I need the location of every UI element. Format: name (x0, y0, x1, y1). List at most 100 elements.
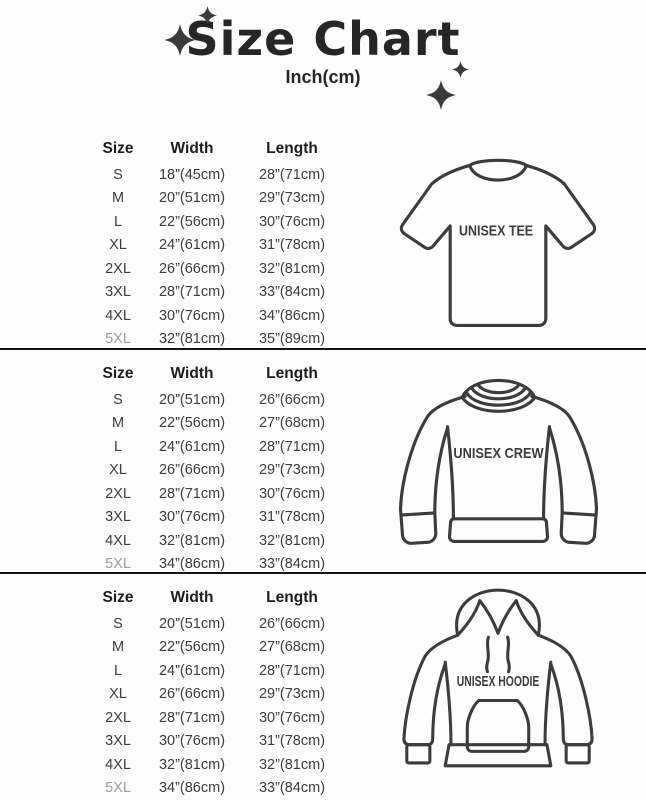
table-row: L 24”(61cm) 28”(71cm) (93, 659, 350, 683)
table-row: 3XL 30”(76cm) 31”(78cm) (93, 506, 350, 530)
section-unisex-hoodie: Size Width Length S 20”(51cm) 26”(66cm) … (0, 572, 646, 800)
table-row: 2XL 28”(71cm) 30”(76cm) (93, 482, 350, 506)
column-header-width: Width (170, 140, 214, 157)
size-cell: S (113, 166, 123, 183)
header: Size Chart Inch(cm) (0, 0, 646, 125)
table-row: 3XL 30”(76cm) 31”(78cm) (93, 730, 350, 754)
page-title: Size Chart (185, 12, 461, 66)
table-row: S 18”(45cm) 28”(71cm) (93, 163, 350, 187)
hoodie-drawing: UNISEX HOODIE (402, 588, 594, 768)
table-header-row: Size Width Length (93, 361, 350, 387)
width-cell: 26”(66cm) (158, 462, 226, 479)
size-cell: 5XL (105, 556, 131, 573)
table-row: 5XL 34”(86cm) 33”(84cm) (93, 777, 350, 800)
size-table-crew: Size Width Length S 20”(51cm) 26”(66cm) … (0, 350, 350, 572)
length-cell: 28”(71cm) (258, 662, 326, 679)
table-row: S 20”(51cm) 26”(66cm) (93, 612, 350, 636)
garment-label: UNISEX TEE (459, 223, 533, 240)
length-cell: 31”(78cm) (258, 509, 326, 526)
size-cell: 5XL (105, 780, 131, 797)
garment-label: UNISEX CREW (453, 445, 544, 462)
size-cell: XL (109, 686, 127, 703)
width-cell: 26”(66cm) (158, 686, 226, 703)
width-cell: 30”(76cm) (158, 307, 226, 324)
size-cell: 4XL (105, 307, 131, 324)
table-row: 5XL 32”(81cm) 35”(89cm) (93, 328, 350, 352)
size-cell: 2XL (105, 260, 131, 277)
width-cell: 28”(71cm) (158, 709, 226, 726)
unisex-crew-illustration: UNISEX CREW (350, 350, 646, 572)
table-row: L 24”(61cm) 28”(71cm) (93, 435, 350, 459)
table-row: M 20”(51cm) 29”(73cm) (93, 187, 350, 211)
table-row: 4XL 30”(76cm) 34”(86cm) (93, 304, 350, 328)
table-row: M 22”(56cm) 27”(68cm) (93, 636, 350, 660)
tee-drawing: UNISEX TEE (399, 158, 597, 327)
section-unisex-tee: Size Width Length S 18”(45cm) 28”(71cm) … (0, 125, 646, 348)
table-row: S 20”(51cm) 26”(66cm) (93, 388, 350, 412)
table-row: 2XL 28”(71cm) 30”(76cm) (93, 706, 350, 730)
size-cell: 3XL (105, 509, 131, 526)
width-cell: 20”(51cm) (158, 190, 226, 207)
width-cell: 26”(66cm) (158, 260, 226, 277)
crew-drawing: UNISEX CREW (398, 378, 598, 545)
column-header-length: Length (266, 589, 318, 606)
width-cell: 24”(61cm) (158, 662, 226, 679)
width-cell: 24”(61cm) (158, 237, 226, 254)
length-cell: 33”(84cm) (258, 780, 326, 797)
size-cell: XL (109, 462, 127, 479)
length-cell: 32”(81cm) (258, 532, 326, 549)
column-header-width: Width (170, 365, 214, 382)
length-cell: 29”(73cm) (258, 686, 326, 703)
width-cell: 28”(71cm) (158, 284, 226, 301)
table-row: 4XL 32”(81cm) 32”(81cm) (93, 753, 350, 777)
size-cell: M (111, 415, 125, 432)
length-cell: 26”(66cm) (258, 615, 326, 632)
length-cell: 33”(84cm) (258, 284, 326, 301)
section-unisex-crew: Size Width Length S 20”(51cm) 26”(66cm) … (0, 348, 646, 572)
width-cell: 24”(61cm) (158, 438, 226, 455)
size-cell: S (113, 391, 123, 408)
table-row: XL 24”(61cm) 31”(78cm) (93, 234, 350, 258)
width-cell: 28”(71cm) (158, 485, 226, 502)
size-cell: 4XL (105, 532, 131, 549)
length-cell: 29”(73cm) (258, 190, 326, 207)
sparkle-icon (426, 80, 456, 110)
column-header-width: Width (170, 589, 214, 606)
width-cell: 22”(56cm) (158, 415, 226, 432)
table-header-row: Size Width Length (93, 585, 350, 611)
table-row: 5XL 34”(86cm) 33”(84cm) (93, 553, 350, 577)
length-cell: 30”(76cm) (258, 485, 326, 502)
size-cell: 2XL (105, 485, 131, 502)
column-header-size: Size (102, 140, 134, 157)
length-cell: 34”(86cm) (258, 307, 326, 324)
size-cell: 2XL (105, 709, 131, 726)
length-cell: 35”(89cm) (258, 331, 326, 348)
width-cell: 34”(86cm) (158, 780, 226, 797)
unisex-tee-illustration: UNISEX TEE (350, 125, 646, 348)
size-cell: M (111, 639, 125, 656)
length-cell: 30”(76cm) (258, 709, 326, 726)
size-cell: S (113, 615, 123, 632)
length-cell: 32”(81cm) (258, 260, 326, 277)
length-cell: 32”(81cm) (258, 756, 326, 773)
length-cell: 27”(68cm) (258, 415, 326, 432)
width-cell: 20”(51cm) (158, 615, 226, 632)
table-row: 3XL 28”(71cm) 33”(84cm) (93, 281, 350, 305)
column-header-length: Length (266, 140, 318, 157)
size-table-tee: Size Width Length S 18”(45cm) 28”(71cm) … (0, 125, 350, 348)
sparkle-icon (164, 24, 196, 56)
length-cell: 33”(84cm) (258, 556, 326, 573)
table-row: L 22”(56cm) 30”(76cm) (93, 210, 350, 234)
width-cell: 32”(81cm) (158, 532, 226, 549)
width-cell: 34”(86cm) (158, 556, 226, 573)
length-cell: 30”(76cm) (258, 213, 326, 230)
size-cell: XL (109, 237, 127, 254)
size-cell: 5XL (105, 331, 131, 348)
table-row: XL 26”(66cm) 29”(73cm) (93, 459, 350, 483)
size-cell: L (113, 662, 123, 679)
width-cell: 18”(45cm) (158, 166, 226, 183)
width-cell: 22”(56cm) (158, 639, 226, 656)
length-cell: 31”(78cm) (258, 237, 326, 254)
garment-label: UNISEX HOODIE (457, 674, 540, 690)
table-header-row: Size Width Length (93, 136, 350, 162)
